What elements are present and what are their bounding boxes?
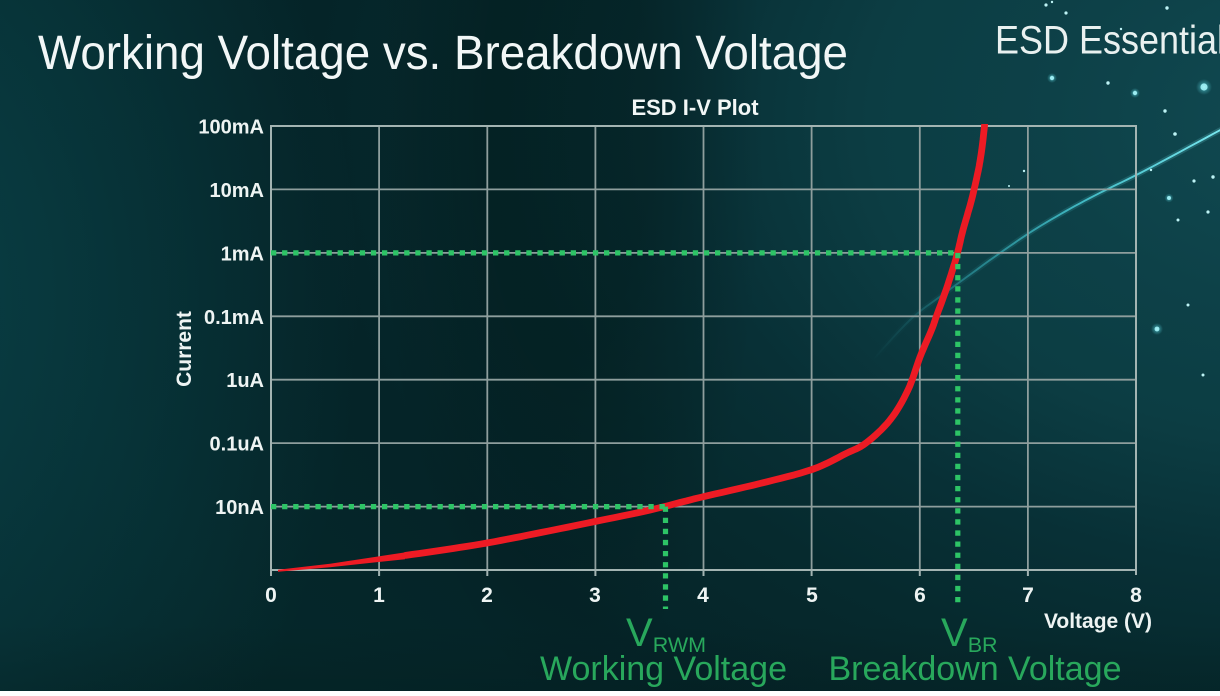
svg-text:Breakdown Voltage: Breakdown Voltage <box>829 650 1122 688</box>
svg-text:0.1uA: 0.1uA <box>210 434 264 456</box>
svg-text:2: 2 <box>481 584 493 607</box>
svg-text:0: 0 <box>265 584 277 607</box>
svg-text:Voltage (V): Voltage (V) <box>1044 610 1152 633</box>
svg-text:10mA: 10mA <box>210 180 264 202</box>
svg-text:3: 3 <box>589 584 601 607</box>
svg-text:100mA: 100mA <box>198 117 264 139</box>
svg-text:1mA: 1mA <box>221 243 264 265</box>
svg-text:Working Voltage: Working Voltage <box>540 650 787 688</box>
svg-text:5: 5 <box>806 584 818 607</box>
svg-text:ESD Essentials: ESD Essentials <box>995 19 1220 63</box>
svg-text:Current: Current <box>173 311 196 387</box>
svg-text:7: 7 <box>1022 584 1034 607</box>
svg-text:0.1mA: 0.1mA <box>204 307 264 329</box>
svg-text:8: 8 <box>1130 584 1142 607</box>
svg-text:Working Voltage vs. Breakdown: Working Voltage vs. Breakdown Voltage <box>38 27 848 80</box>
svg-text:ESD I-V Plot: ESD I-V Plot <box>631 95 759 120</box>
svg-text:1uA: 1uA <box>226 370 264 392</box>
svg-text:6: 6 <box>914 584 926 607</box>
svg-text:4: 4 <box>697 584 709 607</box>
svg-text:1: 1 <box>373 584 385 607</box>
svg-text:10nA: 10nA <box>215 497 264 519</box>
